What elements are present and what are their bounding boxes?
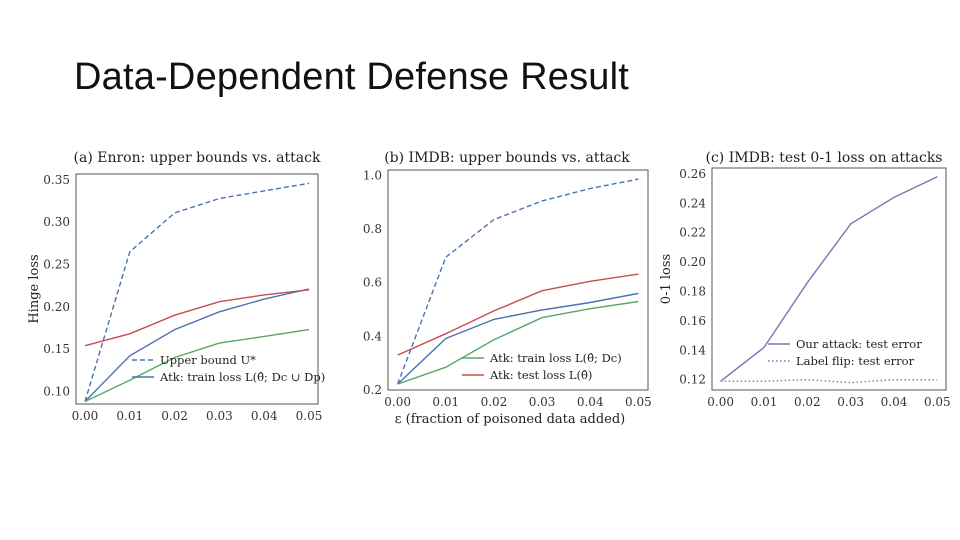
legend-entry: Our attack: test error: [796, 337, 922, 351]
y-tick-label: 0.35: [43, 173, 70, 187]
x-tick-label: 0.00: [72, 409, 99, 423]
x-tick-label: 0.01: [432, 395, 459, 409]
x-tick-label: 0.04: [881, 395, 908, 409]
legend-entry: Atk: test loss L(θ̂): [489, 368, 592, 382]
chart-imdb-01loss: (c) IMDB: test 0-1 loss on attacks 0-1 l…: [659, 150, 951, 409]
x-axis-label: ε (fraction of poisoned data added): [395, 412, 625, 427]
series-line-0: [84, 182, 310, 402]
y-tick-label: 1.0: [363, 168, 382, 182]
series-line-1: [720, 378, 938, 384]
series-line-1: [84, 288, 310, 402]
y-tick-label: 0.25: [43, 257, 70, 271]
x-tick-label: 0.02: [794, 395, 821, 409]
series-line-3: [84, 328, 310, 403]
legend-entry: Atk: train loss L(θ̂; Dc): [489, 351, 622, 365]
x-tick-label: 0.02: [481, 395, 508, 409]
y-tick-label: 0.16: [679, 314, 706, 328]
y-tick-label: 0.20: [43, 300, 70, 314]
y-axis-label: 0-1 loss: [659, 254, 674, 304]
series-line-1: [397, 292, 639, 385]
chart-imdb-bounds: (b) IMDB: upper bounds vs. attack ε (fra…: [363, 150, 652, 427]
series-line-3: [397, 273, 639, 356]
legend-entry: Upper bound U*: [160, 353, 256, 367]
plot-frame: [75, 173, 319, 405]
x-tick-label: 0.04: [577, 395, 604, 409]
x-tick-label: 0.03: [206, 409, 233, 423]
y-tick-label: 0.2: [363, 383, 382, 397]
chart-title: (b) IMDB: upper bounds vs. attack: [384, 150, 630, 166]
chart-enron: (a) Enron: upper bounds vs. attack Hinge…: [27, 150, 325, 423]
y-tick-label: 0.15: [43, 342, 70, 356]
slide-title: Data-Dependent Defense Result: [74, 56, 630, 98]
y-tick-label: 0.22: [679, 226, 706, 240]
series-line-0: [720, 176, 938, 382]
x-tick-label: 0.03: [529, 395, 556, 409]
chart-title: (c) IMDB: test 0-1 loss on attacks: [705, 150, 942, 166]
y-tick-label: 0.20: [679, 255, 706, 269]
x-tick-label: 0.04: [251, 409, 278, 423]
y-tick-label: 0.14: [679, 343, 706, 357]
series-line-2: [397, 300, 639, 385]
y-tick-label: 0.24: [679, 196, 706, 210]
plot-frame: [387, 169, 649, 391]
x-tick-label: 0.00: [707, 395, 734, 409]
y-tick-label: 0.18: [679, 284, 706, 298]
x-tick-label: 0.01: [751, 395, 778, 409]
x-tick-label: 0.03: [837, 395, 864, 409]
x-tick-label: 0.05: [625, 395, 652, 409]
y-tick-label: 0.10: [43, 384, 70, 398]
x-tick-label: 0.01: [116, 409, 143, 423]
y-tick-label: 0.26: [679, 167, 706, 181]
x-tick-label: 0.05: [296, 409, 323, 423]
x-tick-label: 0.00: [384, 395, 411, 409]
x-tick-label: 0.05: [924, 395, 951, 409]
legend-entry: Label flip: test error: [796, 354, 915, 368]
y-tick-label: 0.8: [363, 222, 382, 236]
legend-entry: Atk: train loss L(θ̂; Dc ∪ Dp): [159, 370, 325, 384]
series-line-0: [396, 178, 639, 385]
y-tick-label: 0.4: [363, 329, 382, 343]
x-tick-label: 0.02: [161, 409, 188, 423]
series-line-2: [84, 289, 310, 347]
y-tick-label: 0.6: [363, 276, 382, 290]
y-tick-label: 0.30: [43, 215, 70, 229]
y-axis-label: Hinge loss: [27, 254, 42, 323]
y-tick-label: 0.12: [679, 373, 706, 387]
chart-title: (a) Enron: upper bounds vs. attack: [74, 150, 321, 166]
plot-frame: [711, 167, 947, 391]
